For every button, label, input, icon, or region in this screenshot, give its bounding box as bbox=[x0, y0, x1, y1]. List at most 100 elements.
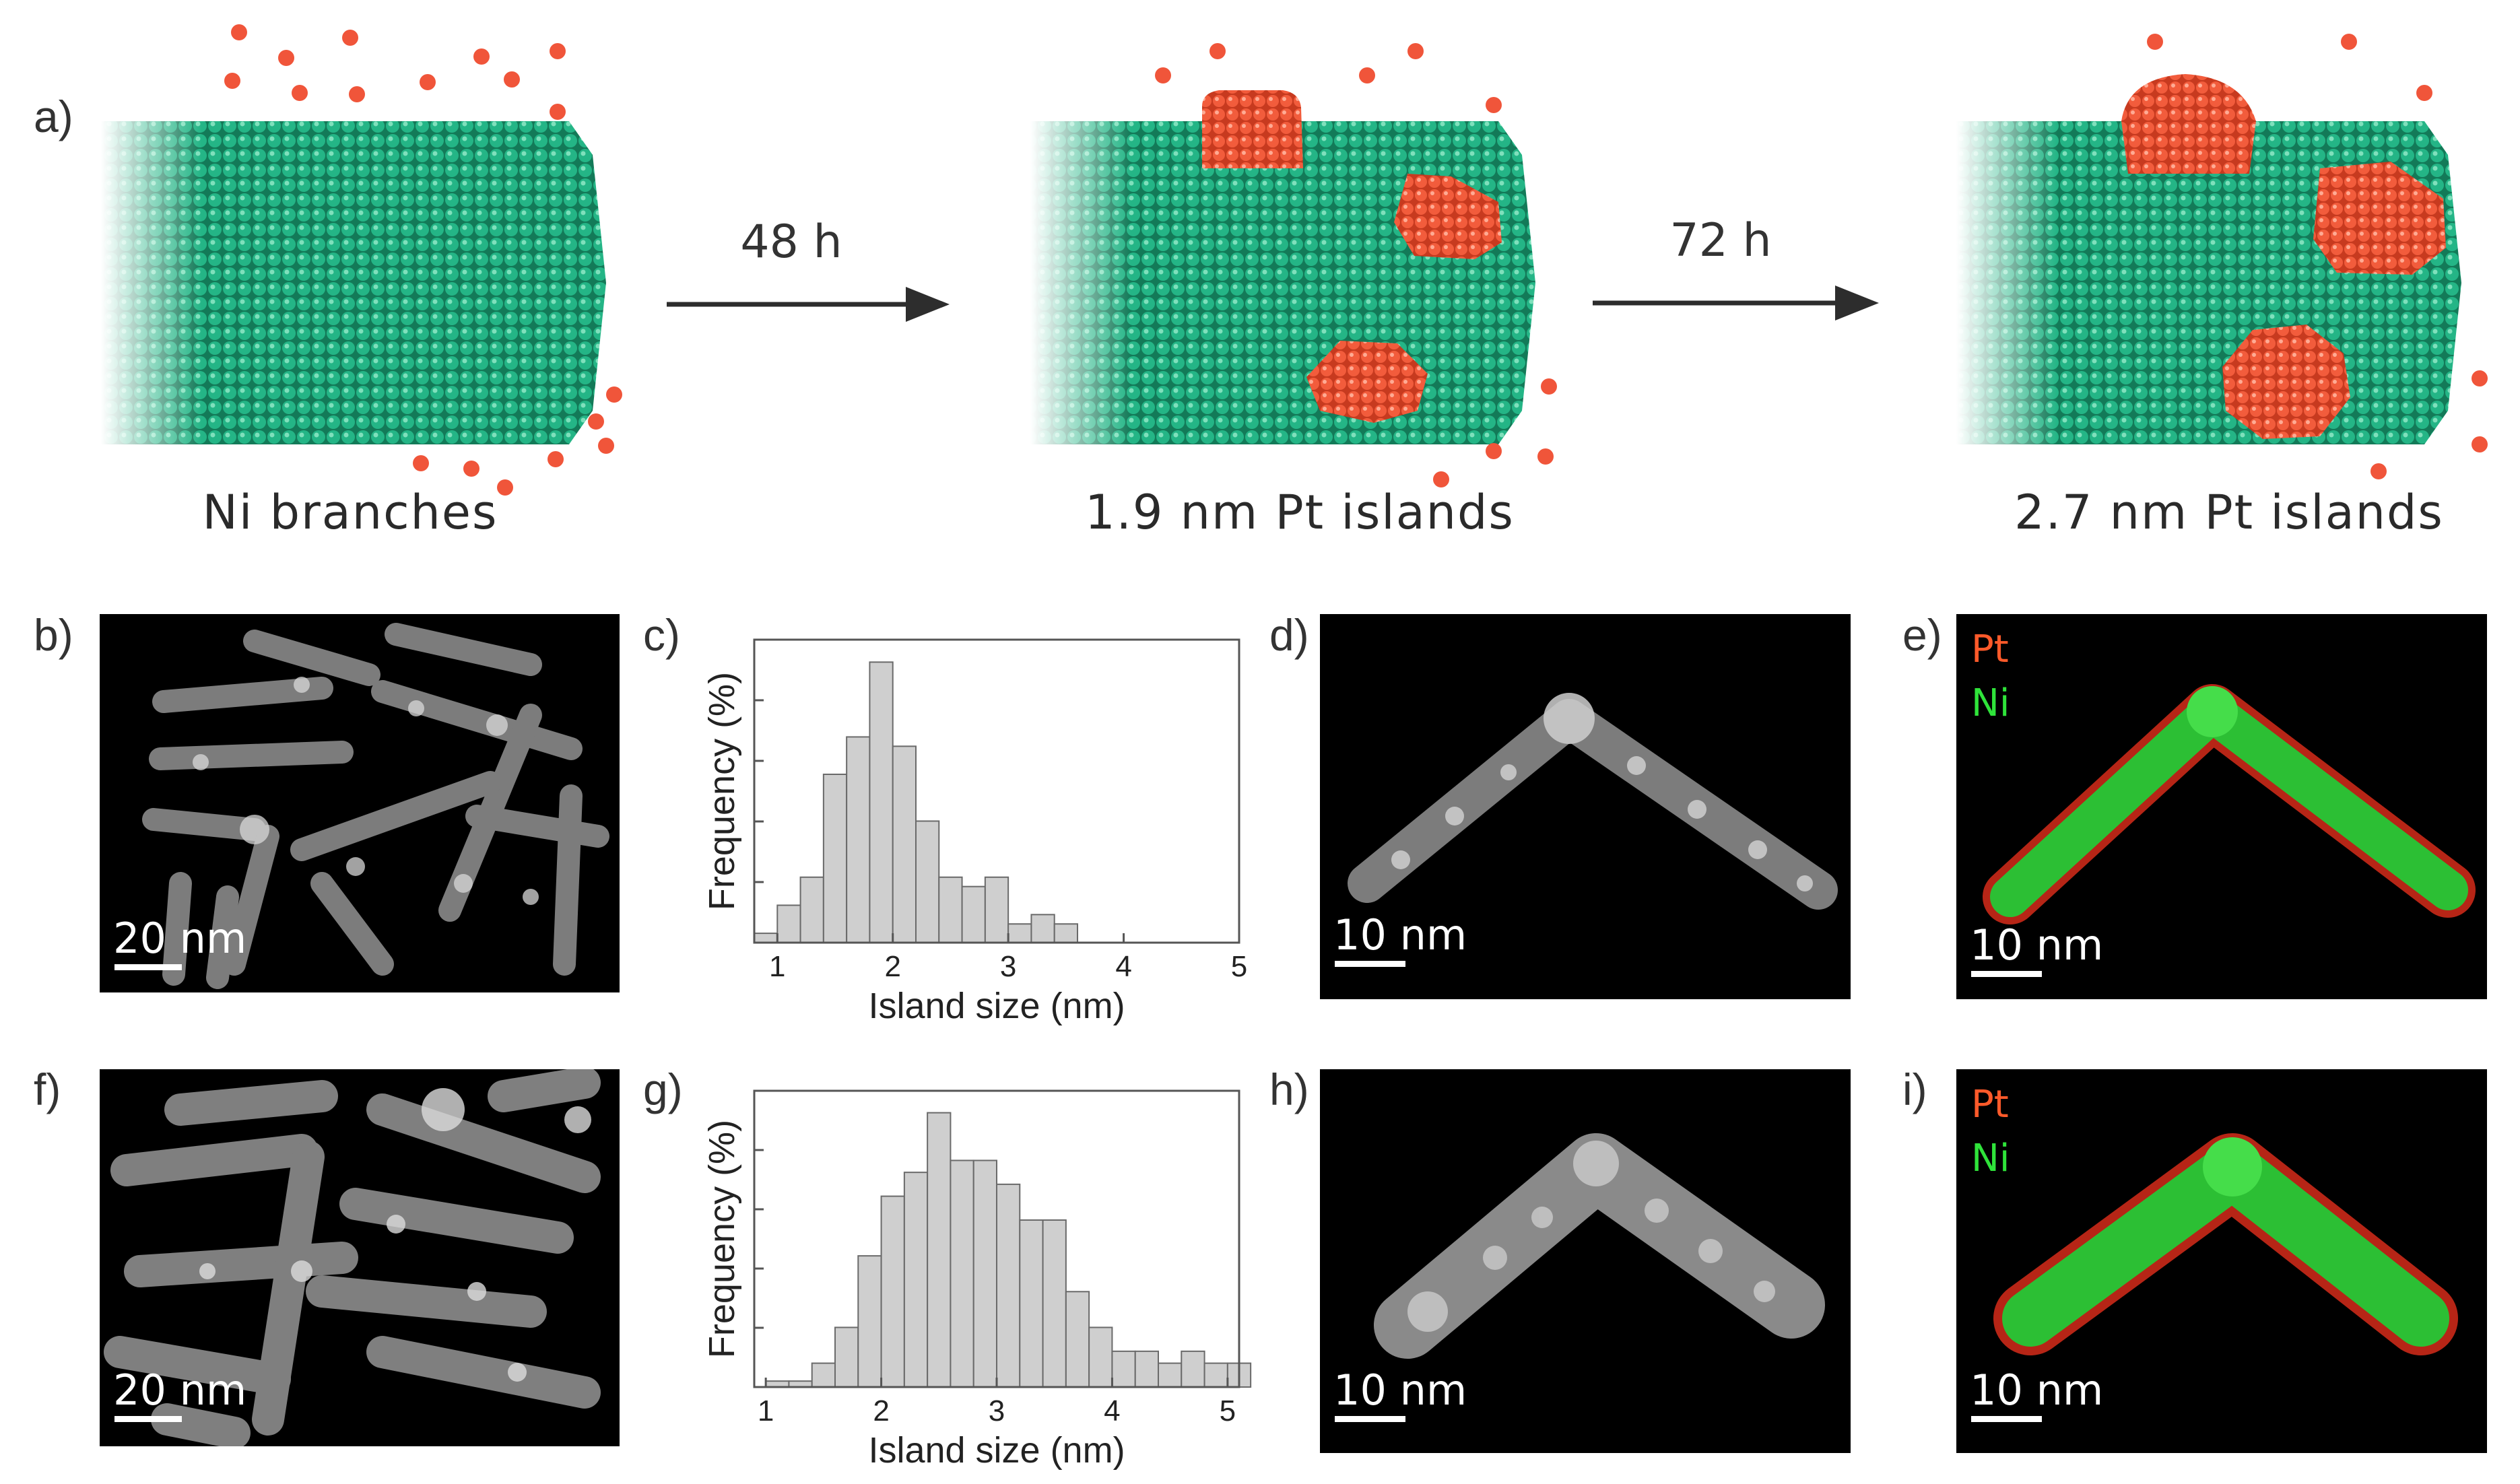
panel-b-scalebar-label: 20 nm bbox=[113, 914, 247, 963]
stage-2-caption: 1.9 nm Pt islands bbox=[1085, 485, 1515, 540]
histogram-bar bbox=[1042, 1219, 1067, 1388]
panel-f-label: f) bbox=[34, 1065, 61, 1114]
histogram-bar bbox=[846, 736, 871, 943]
panel-i-elemental-map bbox=[1993, 1133, 2458, 1355]
pt-islands-stage-2 bbox=[1202, 90, 1502, 423]
histogram-bar bbox=[822, 774, 848, 943]
panel-h-scalebar bbox=[1335, 1416, 1405, 1422]
panel-e-scalebar-label: 10 nm bbox=[1970, 920, 2104, 970]
ni-branch-stage-1 bbox=[101, 118, 606, 448]
histogram-bar bbox=[1203, 1362, 1228, 1388]
panel-h-v-nanostructure bbox=[1374, 1133, 1825, 1359]
histogram-bar bbox=[938, 876, 963, 943]
panel-e-eds-map: Pt Ni 10 nm bbox=[1956, 614, 2487, 999]
histogram-bar bbox=[984, 876, 1009, 943]
panel-f-nanowires bbox=[104, 1069, 601, 1446]
histogram-bar bbox=[880, 1195, 905, 1388]
x-tick-label: 1 bbox=[769, 950, 785, 983]
histogram-bar bbox=[1065, 1291, 1090, 1388]
histogram-bar bbox=[1088, 1326, 1113, 1388]
panel-f-haadf-image: 20 nm bbox=[100, 1069, 620, 1446]
panel-e-label: e) bbox=[1902, 610, 1942, 660]
stage-1-caption: Ni branches bbox=[202, 485, 498, 540]
panel-e-scalebar bbox=[1971, 971, 2042, 977]
stage-3-caption: 2.7 nm Pt islands bbox=[2014, 485, 2444, 540]
panel-g-histogram: 1 2 3 4 5 Island size (nm) Frequency (%) bbox=[702, 1089, 1252, 1471]
pt-islands-stage-3 bbox=[2121, 74, 2446, 439]
histogram-bar bbox=[1134, 1350, 1160, 1388]
panel-e-legend-ni: Ni bbox=[1971, 681, 2010, 725]
histogram-bar bbox=[1111, 1350, 1136, 1388]
panel-d-label: d) bbox=[1269, 610, 1309, 660]
histogram-bar bbox=[1019, 1219, 1044, 1388]
x-tick-label: 2 bbox=[884, 950, 900, 983]
panel-b-nanowires bbox=[142, 623, 609, 989]
panel-h-scalebar-label: 10 nm bbox=[1333, 1365, 1467, 1415]
histogram-bar bbox=[1181, 1350, 1205, 1388]
panel-h-haadf-image: 10 nm bbox=[1320, 1069, 1851, 1453]
histogram-bar bbox=[776, 904, 801, 944]
histogram-bar bbox=[799, 876, 824, 943]
panel-i-label: i) bbox=[1902, 1065, 1927, 1114]
pt-precursor-atoms-stage-2 bbox=[1155, 43, 1557, 487]
panel-i-scalebar bbox=[1971, 1416, 2042, 1422]
panel-f-scalebar-label: 20 nm bbox=[113, 1365, 247, 1415]
histogram-bar bbox=[996, 1183, 1021, 1388]
histogram-bar bbox=[869, 661, 894, 943]
x-axis-label: Island size (nm) bbox=[868, 986, 1125, 1026]
arrow-48h bbox=[667, 287, 950, 322]
histogram-bar bbox=[811, 1362, 836, 1388]
y-axis-label: Frequency (%) bbox=[702, 672, 742, 910]
panel-f-scalebar bbox=[114, 1416, 182, 1422]
panel-a-schematic bbox=[101, 24, 2488, 496]
histogram-bar bbox=[892, 745, 917, 943]
arrow-1-label: 48 h bbox=[740, 215, 842, 269]
panel-d-haadf-image: 10 nm bbox=[1320, 614, 1851, 999]
histogram-bar bbox=[972, 1159, 998, 1388]
panel-e-elemental-map bbox=[1983, 684, 2476, 924]
histogram-bar bbox=[834, 1326, 859, 1388]
panel-i-eds-map: Pt Ni 10 nm bbox=[1956, 1069, 2487, 1453]
panel-c-label: c) bbox=[643, 610, 680, 660]
histogram-bar bbox=[1053, 923, 1079, 944]
panel-g-label: g) bbox=[643, 1065, 683, 1114]
arrow-72h bbox=[1593, 285, 1879, 321]
histogram-bar bbox=[903, 1172, 929, 1388]
pt-precursor-atoms-stage-1 bbox=[224, 24, 622, 496]
panel-c-histogram: 1 2 3 4 5 Island size (nm) Frequency (%) bbox=[702, 638, 1247, 1026]
panel-i-scalebar-label: 10 nm bbox=[1970, 1365, 2104, 1415]
panel-a-label: a) bbox=[34, 92, 73, 141]
x-axis-label: Island size (nm) bbox=[868, 1430, 1125, 1471]
histogram-bar bbox=[857, 1255, 882, 1388]
histogram-bar bbox=[754, 933, 778, 944]
x-tick-label: 4 bbox=[1104, 1394, 1120, 1427]
panel-i-legend-pt: Pt bbox=[1971, 1083, 2009, 1126]
pt-precursor-atoms-stage-3 bbox=[2147, 34, 2488, 479]
panel-i-legend-ni: Ni bbox=[1971, 1137, 2010, 1180]
panel-d-scalebar-label: 10 nm bbox=[1333, 910, 1467, 959]
histogram-bar bbox=[950, 1159, 974, 1388]
histogram-bar bbox=[927, 1112, 952, 1388]
panel-h-label: h) bbox=[1269, 1065, 1309, 1114]
plot-frame bbox=[753, 638, 1240, 944]
x-tick-label: 3 bbox=[989, 1394, 1005, 1427]
x-tick-label: 4 bbox=[1115, 950, 1131, 983]
x-tick-label: 5 bbox=[1231, 950, 1247, 983]
x-tick-label: 1 bbox=[758, 1394, 774, 1427]
x-tick-label: 2 bbox=[873, 1394, 889, 1427]
histogram-bar bbox=[915, 820, 940, 944]
histogram-bar bbox=[1158, 1362, 1183, 1388]
panel-b-label: b) bbox=[34, 610, 73, 660]
arrow-2-label: 72 h bbox=[1669, 214, 1772, 267]
panel-b-haadf-image: 20 nm bbox=[100, 614, 620, 992]
histogram-bar bbox=[1007, 923, 1032, 944]
x-tick-label: 5 bbox=[1220, 1394, 1236, 1427]
x-tick-label: 3 bbox=[1000, 950, 1016, 983]
panel-d-v-nanostructure bbox=[1348, 693, 1838, 910]
panel-d-scalebar bbox=[1335, 961, 1405, 967]
histogram-bar bbox=[1030, 914, 1055, 944]
y-axis-label: Frequency (%) bbox=[702, 1120, 742, 1358]
histogram-bar bbox=[961, 885, 986, 943]
panel-b-scalebar bbox=[114, 964, 182, 970]
panel-e-legend-pt: Pt bbox=[1971, 628, 2009, 671]
